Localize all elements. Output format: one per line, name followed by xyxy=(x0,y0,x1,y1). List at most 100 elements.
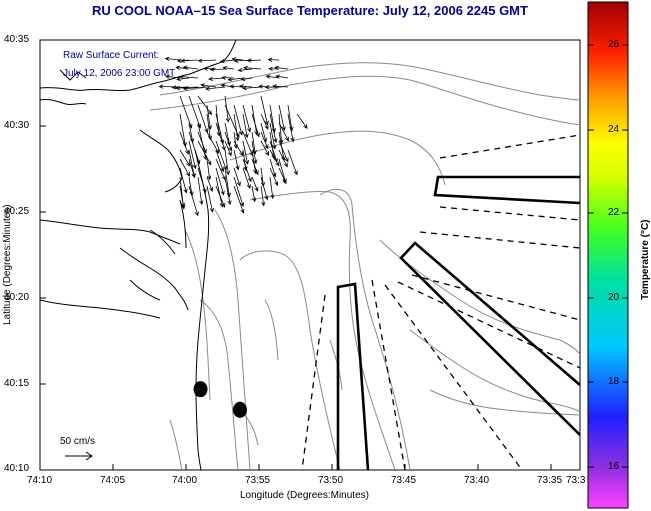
current-vector xyxy=(269,149,280,167)
current-vector xyxy=(260,140,270,157)
current-vector xyxy=(260,95,269,126)
current-vector xyxy=(179,158,191,177)
colorbar-tick: 24 xyxy=(608,124,620,135)
x-tick: 73:50 xyxy=(318,475,344,486)
colorbar xyxy=(587,1,629,509)
current-vector xyxy=(205,86,226,91)
colorbar-tick: 20 xyxy=(608,292,620,303)
current-vector xyxy=(287,113,295,143)
axis-tick-marks xyxy=(40,125,552,470)
current-vector xyxy=(233,176,245,208)
colorbar-tick: 26 xyxy=(608,39,620,50)
x-tick: 73:45 xyxy=(391,475,417,486)
current-vector xyxy=(197,58,217,63)
current-vector xyxy=(175,85,199,91)
current-vector xyxy=(260,113,269,130)
current-vector xyxy=(182,86,208,91)
map-title: RU COOL NOAA–15 Sea Surface Temperature:… xyxy=(92,3,528,18)
bathymetry-contours xyxy=(149,62,580,470)
current-vector xyxy=(165,74,181,79)
current-vector xyxy=(179,185,186,210)
current-vector xyxy=(164,56,181,61)
current-vector xyxy=(224,131,233,152)
current-vector xyxy=(233,104,244,136)
x-tick: 73:3 xyxy=(566,475,586,486)
current-vector xyxy=(182,65,199,70)
current-vector xyxy=(269,158,277,178)
current-vector xyxy=(180,58,199,63)
current-vector xyxy=(215,185,226,208)
current-vector xyxy=(287,149,298,176)
current-vector xyxy=(269,122,277,150)
current-vector xyxy=(175,65,190,70)
current-vector xyxy=(206,158,212,181)
annotation-line-2: July 12, 2006 23:00 GMT xyxy=(63,68,176,79)
current-vector xyxy=(242,167,251,190)
current-vector xyxy=(179,74,199,79)
current-vector xyxy=(188,122,195,144)
current-vector xyxy=(269,176,275,200)
surface-current-vectors xyxy=(158,56,308,217)
current-vector xyxy=(233,167,241,187)
current-vector xyxy=(224,140,232,157)
current-vector xyxy=(269,113,278,144)
current-vector xyxy=(242,140,250,165)
current-vector xyxy=(233,113,240,142)
colorbar-label: Temperature (°C) xyxy=(640,219,651,301)
current-vector xyxy=(242,158,252,183)
current-vector xyxy=(219,59,235,64)
annotation-line-1: Raw Surface Current: xyxy=(63,50,160,61)
x-tick: 73:55 xyxy=(245,475,271,486)
current-vector xyxy=(197,140,212,166)
current-vector xyxy=(251,185,257,203)
current-vector xyxy=(197,167,207,194)
current-vector xyxy=(200,83,217,88)
current-vector xyxy=(251,158,259,176)
colorbar-tick: 16 xyxy=(608,461,620,472)
current-vector xyxy=(278,167,287,185)
current-vector xyxy=(251,113,260,138)
x-tick: 73:35 xyxy=(537,475,563,486)
current-vector xyxy=(188,140,197,170)
y-tick: 40:35 xyxy=(4,34,30,45)
current-vector xyxy=(278,104,286,132)
current-vector xyxy=(269,104,277,133)
current-vector xyxy=(260,185,266,207)
current-vector xyxy=(237,68,253,73)
colorbar-tick-marks xyxy=(588,44,628,468)
current-vector xyxy=(278,140,289,163)
current-vector xyxy=(251,176,259,192)
colorbar-tick: 22 xyxy=(608,207,620,218)
current-vector xyxy=(260,176,269,201)
scale-arrow xyxy=(65,451,93,461)
current-vector xyxy=(278,122,289,142)
survey-boxes xyxy=(336,175,580,470)
current-vector xyxy=(240,76,253,82)
current-vector xyxy=(202,66,217,71)
x-tick: 74:00 xyxy=(172,475,198,486)
current-vector xyxy=(233,140,244,157)
current-vector xyxy=(215,167,225,196)
current-vector xyxy=(215,113,225,145)
y-tick: 40:10 xyxy=(4,463,30,474)
current-vector xyxy=(179,167,188,194)
current-vector xyxy=(274,65,289,70)
current-vector xyxy=(265,74,280,79)
current-vector xyxy=(242,113,249,139)
current-vector xyxy=(264,85,280,90)
station-marker xyxy=(193,381,208,398)
y-tick: 40:25 xyxy=(4,206,30,217)
y-tick: 40:20 xyxy=(4,292,30,303)
current-vector xyxy=(215,149,225,173)
current-vector xyxy=(251,140,258,165)
current-vector xyxy=(188,158,196,179)
current-vector xyxy=(206,185,214,213)
current-vector xyxy=(206,176,214,192)
current-vector xyxy=(224,176,232,206)
current-vector xyxy=(215,176,224,208)
x-tick: 73:40 xyxy=(464,475,490,486)
current-vector xyxy=(215,122,226,151)
station-marker xyxy=(232,401,247,418)
current-vector xyxy=(188,185,199,217)
